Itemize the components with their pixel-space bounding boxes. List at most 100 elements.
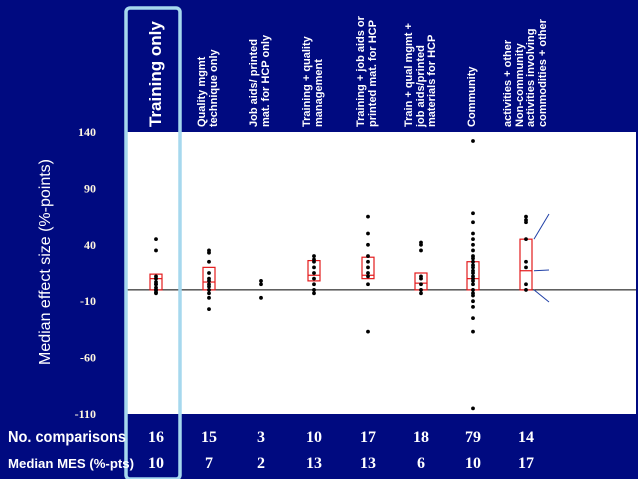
- row-value: 14: [518, 429, 534, 446]
- data-point: [312, 288, 316, 292]
- data-point: [207, 250, 211, 255]
- data-point: [524, 237, 528, 242]
- category-label-line: mat. for HCP only: [259, 34, 272, 127]
- data-point: [154, 237, 158, 242]
- data-point: [366, 231, 370, 236]
- y-axis-label: Median effect size (%-points): [37, 159, 54, 365]
- data-point: [471, 406, 475, 411]
- data-point: [419, 288, 423, 292]
- highlight-frame: [124, 6, 182, 479]
- plot-area: [126, 132, 636, 414]
- data-point: [259, 295, 263, 300]
- data-point: [312, 265, 316, 270]
- data-point: [419, 282, 423, 287]
- data-point: [524, 214, 528, 219]
- row-value: 13: [306, 455, 322, 472]
- data-point: [366, 242, 370, 247]
- data-point: [207, 291, 211, 296]
- data-point: [207, 284, 211, 289]
- y-tick-label: -60: [80, 351, 96, 365]
- data-point: [207, 259, 211, 264]
- data-point: [154, 282, 158, 287]
- data-point: [312, 254, 316, 258]
- data-point: [471, 293, 475, 298]
- category-label-line: printed mat. for HCP: [366, 20, 379, 127]
- data-point: [471, 259, 475, 264]
- category-label: Train + qual mgmt + job aids/printed mater…: [402, 23, 439, 127]
- data-point: [207, 288, 211, 292]
- data-point: [471, 282, 475, 287]
- category-label: activities + other Non-community activitie…: [502, 19, 549, 127]
- data-point: [366, 265, 370, 270]
- data-point: [366, 329, 370, 334]
- row-label-median-mes: Median MES (%-pts): [8, 456, 134, 471]
- row-label-comparisons: No. comparisons: [8, 429, 126, 446]
- row-value: 6: [417, 455, 425, 472]
- y-tick-label: -110: [75, 407, 96, 421]
- data-point: [471, 299, 475, 304]
- row-value: 15: [201, 429, 217, 446]
- data-point: [471, 263, 475, 268]
- data-point: [524, 265, 528, 270]
- data-point: [524, 218, 528, 222]
- data-point: [471, 248, 475, 253]
- row-value: 79: [465, 429, 481, 446]
- category-label-line: Community: [466, 66, 479, 128]
- category-label-line: Train + qual mgmt +: [402, 23, 415, 127]
- data-point: [366, 254, 370, 258]
- y-tick-label: 40: [84, 238, 96, 252]
- category-label: Training + quality management: [301, 36, 325, 127]
- category-label: Training only: [146, 21, 166, 127]
- category-label-line: activities involving: [524, 28, 537, 127]
- annotation-median: median: [552, 263, 591, 277]
- data-point: [259, 278, 263, 283]
- data-point: [524, 288, 528, 292]
- data-point: [524, 259, 528, 264]
- data-point: [366, 274, 370, 279]
- row-value: 16: [148, 429, 164, 446]
- data-point: [471, 211, 475, 216]
- arrow-25th: [533, 289, 550, 303]
- data-point: [471, 316, 475, 321]
- data-point: [207, 271, 211, 275]
- data-point: [259, 282, 263, 287]
- data-point: [207, 307, 211, 311]
- data-point: [471, 237, 475, 242]
- data-point: [471, 274, 475, 279]
- row-value: 10: [148, 455, 164, 472]
- data-point: [471, 139, 475, 143]
- category-label: Training + job aids or printed mat. for H…: [355, 16, 379, 127]
- row-value: 2: [257, 455, 265, 472]
- data-point: [471, 242, 475, 247]
- data-point: [312, 257, 316, 262]
- y-tick-label: -10: [80, 294, 96, 308]
- data-point: [471, 278, 475, 283]
- data-point: [419, 274, 423, 279]
- data-point: [419, 248, 423, 253]
- data-point: [471, 231, 475, 236]
- category-label-line: technique only: [207, 49, 220, 127]
- data-point: [471, 268, 475, 273]
- data-point: [154, 248, 158, 253]
- annotation-75th-percentile: percentile: [552, 223, 604, 237]
- data-point: [471, 220, 475, 225]
- row-value: 3: [257, 429, 265, 446]
- annotation-75th: 75th: [552, 205, 571, 219]
- data-point: [471, 329, 475, 334]
- row-value: 10: [465, 455, 481, 472]
- row-value: 10: [306, 429, 322, 446]
- data-point: [366, 259, 370, 264]
- row-value: 7: [205, 455, 213, 472]
- category-label: Quality mgmt technique only: [196, 49, 220, 127]
- data-point: [154, 274, 158, 279]
- row-value: 18: [413, 429, 429, 446]
- category-label: Community: [466, 66, 479, 128]
- data-point: [154, 288, 158, 292]
- data-point: [471, 256, 475, 261]
- data-point: [419, 291, 423, 296]
- data-point: [419, 242, 423, 247]
- category-label: Job aids/ printed mat. for HCP only: [248, 34, 272, 127]
- category-label-line: Training only: [146, 21, 166, 127]
- arrow-median: [533, 269, 550, 272]
- y-tick-label: 90: [84, 181, 96, 195]
